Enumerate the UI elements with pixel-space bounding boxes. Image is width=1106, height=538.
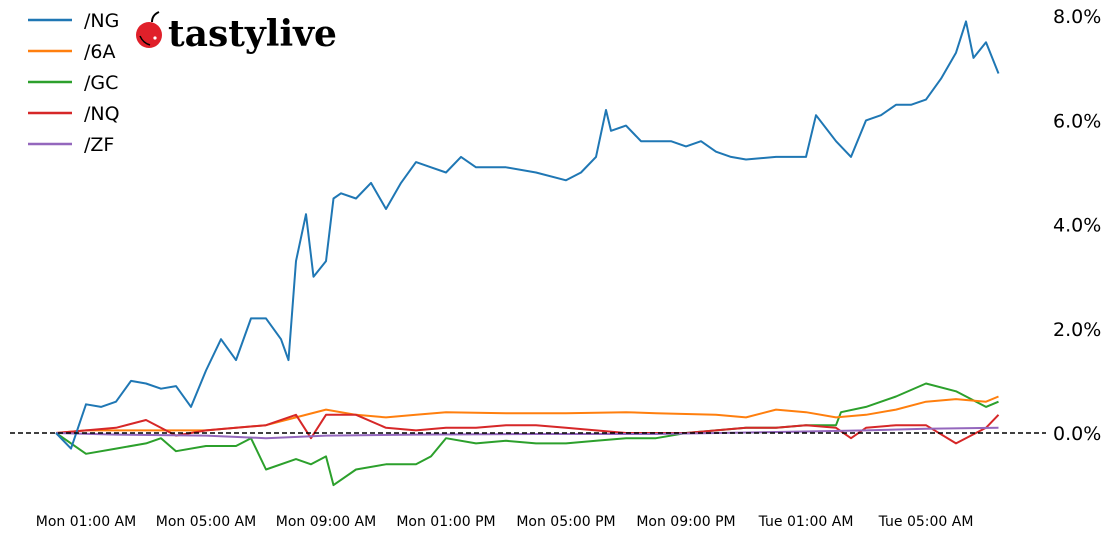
legend-label: /ZF bbox=[84, 134, 114, 156]
series-line-ng bbox=[55, 20, 1000, 450]
y-tick-label: 4.0% bbox=[1053, 215, 1101, 237]
x-tick-label: Mon 01:00 PM bbox=[396, 514, 495, 530]
x-tick-label: Mon 09:00 PM bbox=[636, 514, 735, 530]
x-tick-label: Mon 05:00 PM bbox=[516, 514, 615, 530]
series-line-nq bbox=[55, 413, 1000, 445]
x-tick-label: Tue 01:00 AM bbox=[758, 514, 854, 530]
series-line-6a bbox=[55, 395, 999, 434]
legend-label: /GC bbox=[84, 72, 118, 94]
series-line-zf bbox=[55, 426, 999, 440]
x-tick-label: Mon 05:00 AM bbox=[156, 514, 256, 530]
legend: /NG/6A/GC/NQ/ZF bbox=[28, 10, 120, 156]
series-lines bbox=[55, 20, 1000, 487]
legend-label: /NQ bbox=[84, 103, 120, 125]
y-tick-label: 0.0% bbox=[1053, 423, 1101, 445]
x-axis-ticks: Mon 01:00 AM Mon 05:00 AM Mon 09:00 AM Mon … bbox=[36, 514, 974, 530]
cherry-icon bbox=[136, 11, 162, 48]
x-tick-label: Mon 09:00 AM bbox=[276, 514, 376, 530]
y-tick-label: 8.0% bbox=[1053, 6, 1101, 28]
y-tick-label: 2.0% bbox=[1053, 319, 1101, 341]
x-tick-label: Tue 05:00 AM bbox=[878, 514, 974, 530]
x-tick-label: Mon 01:00 AM bbox=[36, 514, 136, 530]
legend-label: /6A bbox=[84, 41, 116, 63]
y-axis-ticks: 0.0% 2.0% 4.0% 6.0% 8.0% bbox=[1053, 6, 1101, 445]
y-tick-label: 6.0% bbox=[1053, 110, 1101, 132]
legend-label: /NG bbox=[84, 10, 119, 32]
tastylive-logo: tastylive bbox=[136, 11, 337, 55]
logo-text: tastylive bbox=[168, 13, 337, 55]
